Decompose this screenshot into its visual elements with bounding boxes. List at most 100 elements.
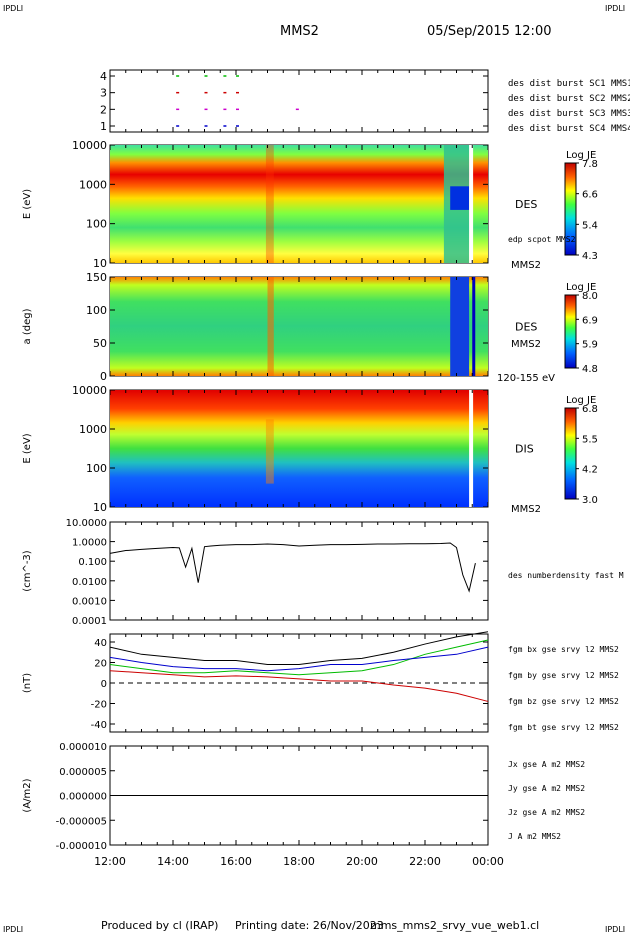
y-tick-label: -0.000010 xyxy=(56,841,107,852)
y-tick-label: 40 xyxy=(94,638,107,649)
legend-entry: des dist burst SC2 MMS2 xyxy=(508,94,630,104)
y-tick-label: 3 xyxy=(100,87,107,100)
colorbar xyxy=(564,407,577,500)
legend-entry: Jx gse A m2 MMS2 xyxy=(508,760,585,769)
legend-entry: J A m2 MMS2 xyxy=(508,832,561,841)
energy-range-label: 120-155 eV xyxy=(497,373,555,384)
availability-frame xyxy=(109,69,489,133)
plot-title: MMS2 xyxy=(280,24,319,39)
spectrogram-panels xyxy=(110,145,577,507)
des-energy-data-gap xyxy=(469,145,474,263)
y-tick-label: 10 xyxy=(93,501,107,514)
printing-date: Printing date: 26/Nov/2023 xyxy=(235,919,384,932)
y-tick-label: -20 xyxy=(91,700,107,711)
y-tick-label: -40 xyxy=(91,720,107,731)
colorbar-title: Log JE xyxy=(566,150,596,161)
legend-entry: fgm bx gse srvy l2 MMS2 xyxy=(508,645,619,654)
dis-energy-spectrogram xyxy=(110,390,488,507)
plot-datetime: 05/Sep/2015 12:00 xyxy=(427,24,551,39)
instrument-label: DES xyxy=(515,321,537,334)
y-tick-label: 2 xyxy=(100,103,107,116)
colorbar-tick-label: 4.8 xyxy=(582,364,598,375)
y-axis-label: a (deg) xyxy=(22,308,33,344)
colorbar-tick-label: 4.3 xyxy=(582,251,598,262)
colorbar-tick-label: 7.8 xyxy=(582,159,598,170)
des-pitch-event-band xyxy=(267,277,274,376)
y-tick-label: -0.000005 xyxy=(56,816,107,827)
colorbar-tick-label: 8.0 xyxy=(582,291,598,302)
des-pitch-low-flux-region xyxy=(450,277,470,376)
field-line xyxy=(109,670,489,702)
field-line xyxy=(109,646,489,672)
colorbar-tick-label: 5.4 xyxy=(582,220,598,231)
y-tick-label: 0 xyxy=(100,370,107,383)
source-filename: mms_mms2_srvy_vue_web1.cl xyxy=(370,919,539,932)
legend-entry: des dist burst SC3 MMS3 xyxy=(508,109,630,119)
y-tick-label: 10000 xyxy=(72,384,107,397)
dis-energy-event-band xyxy=(265,419,274,484)
dis-energy-data-gap xyxy=(469,390,474,507)
produced-by: Produced by cl (IRAP) xyxy=(101,919,218,932)
y-tick-label: 1 xyxy=(100,120,107,133)
instrument-label: DES xyxy=(515,198,537,211)
data-marks xyxy=(109,75,489,796)
corner-mark-bottom-left: IPDLI xyxy=(3,925,23,934)
y-tick-label: 10 xyxy=(93,257,107,270)
instrument-label: DIS xyxy=(515,443,534,456)
y-tick-label: 50 xyxy=(93,337,107,350)
legend-entry: fgm bt gse srvy l2 MMS2 xyxy=(508,723,619,732)
legend-entry: Jy gse A m2 MMS2 xyxy=(508,784,585,793)
colorbar-tick-label: 5.9 xyxy=(582,340,598,351)
y-tick-label: 0.0001 xyxy=(72,616,107,627)
axis-ticks xyxy=(109,70,579,846)
y-tick-label: 0.0100 xyxy=(72,577,107,588)
colorbar-tick-label: 5.5 xyxy=(582,434,598,445)
y-tick-label: 10.0000 xyxy=(66,518,107,529)
density-frame xyxy=(109,521,489,621)
colorbar-tick-label: 6.8 xyxy=(582,404,598,415)
density-line xyxy=(109,542,476,593)
colorbar-tick-label: 6.9 xyxy=(582,315,598,326)
y-tick-label: 1000 xyxy=(79,178,107,191)
field-line xyxy=(109,631,489,666)
y-tick-label: 4 xyxy=(100,70,107,83)
spacecraft-label: MMS2 xyxy=(511,504,541,515)
colorbar-title: Log JE xyxy=(566,395,596,406)
legend-entry: des dist burst SC4 MMS4 xyxy=(508,124,630,134)
des-energy-event-band xyxy=(265,145,274,263)
y-axis-label: (A/m2) xyxy=(22,778,33,812)
y-axis-label: E (eV) xyxy=(22,189,33,219)
axis-labels: 1 2 3 4 des dist burst SC1 MMS1 des dist burs… xyxy=(22,70,630,868)
colorbar-tick-label: 3.0 xyxy=(582,495,598,506)
legend-entry: Jz gse A m2 MMS2 xyxy=(508,808,585,817)
x-tick-label: 12:00 xyxy=(94,855,126,868)
y-axis-label: (cm^-3) xyxy=(22,550,33,591)
x-tick-label: 00:00 xyxy=(472,855,504,868)
y-tick-label: 10000 xyxy=(72,139,107,152)
y-tick-label: 1.0000 xyxy=(72,538,107,549)
spacecraft-label: MMS2 xyxy=(511,260,541,271)
des-pitch-edge-band xyxy=(472,277,476,376)
y-tick-label: 0.0010 xyxy=(72,596,107,607)
y-axis-label: E (eV) xyxy=(22,433,33,463)
y-tick-label: 20 xyxy=(94,659,107,670)
y-tick-label: 100 xyxy=(86,304,107,317)
field-line xyxy=(109,639,489,676)
y-tick-label: 0.000000 xyxy=(59,792,107,803)
corner-mark-top-right: IPDLI xyxy=(605,4,625,13)
x-tick-label: 22:00 xyxy=(409,855,441,868)
y-tick-label: 0.000010 xyxy=(59,742,107,753)
legend-entry: des numberdensity fast M xyxy=(508,571,624,580)
y-tick-label: 100 xyxy=(86,462,107,475)
y-tick-label: 0 xyxy=(101,679,107,690)
colorbar xyxy=(564,162,577,256)
legend-entry: fgm by gse srvy l2 MMS2 xyxy=(508,671,619,680)
x-tick-label: 14:00 xyxy=(157,855,189,868)
legend-entry: des dist burst SC1 MMS1 xyxy=(508,79,630,89)
corner-mark-bottom-right: IPDLI xyxy=(605,925,625,934)
colorbar-tick-label: 6.6 xyxy=(582,190,598,201)
y-tick-label: 100 xyxy=(86,218,107,231)
des-pitch-spectrogram xyxy=(110,277,488,376)
x-tick-label: 20:00 xyxy=(346,855,378,868)
